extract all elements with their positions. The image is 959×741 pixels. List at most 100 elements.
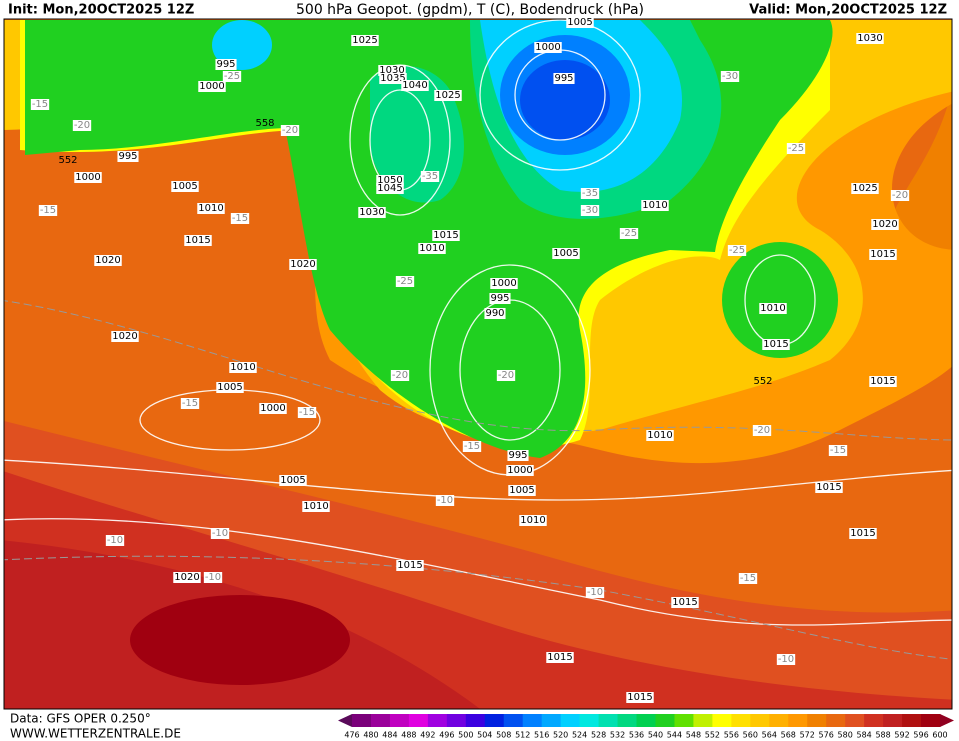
- colorbar-swatch: [712, 714, 732, 727]
- pressure-label-group: 995: [215, 59, 237, 70]
- pressure-label: 1025: [352, 35, 377, 46]
- pressure-label-group: 1025: [351, 35, 379, 46]
- temperature-label-group: -20: [390, 370, 410, 381]
- temperature-label: -20: [282, 125, 298, 136]
- pressure-label-group: 1015: [432, 230, 460, 241]
- pressure-label: 1025: [852, 183, 877, 194]
- temperature-label-box: [776, 654, 796, 665]
- temperature-label: -20: [754, 425, 770, 436]
- pressure-label-group: 1010: [519, 515, 547, 526]
- temperature-label: -20: [498, 370, 514, 381]
- pressure-label-group: 1010: [302, 501, 330, 512]
- temperature-label-box: [395, 276, 415, 287]
- map-title: 500 hPa Geopot. (gpdm), T (C), Bodendruc…: [296, 2, 644, 18]
- temperature-label-box: [585, 587, 605, 598]
- pressure-label-group: 1030: [358, 207, 386, 218]
- pressure-label-group: 1000: [506, 465, 534, 476]
- pressure-label-box: [279, 475, 307, 486]
- pressure-label: 1005: [509, 485, 534, 496]
- pressure-label-group: 1010: [646, 430, 674, 441]
- temperature-label-box: [828, 445, 848, 456]
- pressure-label: 1030: [359, 207, 384, 218]
- pressure-label: 1020: [95, 255, 120, 266]
- map-labels: 1025100510009959951000103010351040102510…: [30, 17, 910, 703]
- colorbar-swatch: [636, 714, 656, 727]
- temperature-label-box: [435, 495, 455, 506]
- pressure-label-group: 1015: [671, 597, 699, 608]
- pressure-label-box: [74, 172, 102, 183]
- pressure-label: 1010: [419, 243, 444, 254]
- pressure-label-box: [759, 303, 787, 314]
- pressure-label-group: 1015: [869, 249, 897, 260]
- temperature-label: -25: [397, 276, 413, 287]
- pressure-label-group: 1005: [216, 382, 244, 393]
- pressure-label-group: 1000: [490, 278, 518, 289]
- pressure-label-group: 1010: [418, 243, 446, 254]
- pressure-label-box: [641, 200, 669, 211]
- pressure-label-group: 1020: [289, 259, 317, 270]
- pressure-label: 1010: [303, 501, 328, 512]
- temperature-label: -10: [437, 495, 453, 506]
- colorbar-label: 492: [420, 731, 435, 740]
- pressure-label-box: [484, 308, 506, 319]
- temperature-label: -15: [464, 441, 480, 452]
- pressure-label-group: 990: [484, 308, 506, 319]
- pressure-label-box: [552, 248, 580, 259]
- pressure-label: 1015: [850, 528, 875, 539]
- pressure-label: 1010: [520, 515, 545, 526]
- pressure-label-group: 1015: [849, 528, 877, 539]
- pressure-label: 1030: [857, 33, 882, 44]
- pressure-label-box: [534, 42, 562, 53]
- temperature-label-group: -20: [890, 190, 910, 201]
- temperature-label-box: [752, 425, 772, 436]
- pressure-label-group: 1020: [111, 331, 139, 342]
- temperature-label: -10: [107, 535, 123, 546]
- temperature-label-group: -10: [105, 535, 125, 546]
- pressure-label-group: 1010: [229, 362, 257, 373]
- temperature-label-box: [720, 71, 740, 82]
- pressure-label: 1005: [217, 382, 242, 393]
- colorbar-label: 544: [667, 731, 682, 740]
- pressure-label: 1010: [230, 362, 255, 373]
- pressure-label: 995: [216, 59, 235, 70]
- pressure-label-box: [432, 230, 460, 241]
- pressure-label-box: [302, 501, 330, 512]
- temperature-label-box: [786, 143, 806, 154]
- temperature-label-group: -15: [738, 573, 758, 584]
- colorbar-label: 548: [686, 731, 701, 740]
- colorbar-arrow: [338, 714, 352, 727]
- pressure-label: 1020: [290, 259, 315, 270]
- site-name: WWW.WETTERZENTRALE.DE: [10, 727, 181, 741]
- temperature-label-group: -25: [619, 228, 639, 239]
- pressure-label-group: 1030: [378, 65, 406, 76]
- colorbar-swatch: [427, 714, 448, 727]
- pressure-label-box: [198, 81, 226, 92]
- pressure-label: 1015: [547, 652, 572, 663]
- colorbar-swatch: [826, 714, 846, 727]
- pressure-label-box: [259, 403, 287, 414]
- pressure-label-group: 1005: [566, 17, 594, 28]
- pressure-label: 1000: [507, 465, 532, 476]
- colorbar-label: 520: [553, 731, 568, 740]
- colorbar-swatch: [750, 714, 770, 727]
- pressure-label-box: [215, 59, 237, 70]
- temperature-label-group: -20: [72, 120, 92, 131]
- pressure-label: 1000: [199, 81, 224, 92]
- pressure-label: 1030: [379, 65, 404, 76]
- pressure-label: 1000: [75, 172, 100, 183]
- pressure-label-box: [111, 331, 139, 342]
- temperature-label: -10: [205, 572, 221, 583]
- pressure-label-group: 1000: [259, 403, 287, 414]
- pressure-label: 1015: [672, 597, 697, 608]
- temperature-label-box: [222, 71, 242, 82]
- colorbar-arrow: [940, 714, 954, 727]
- pressure-label: 990: [485, 308, 504, 319]
- pressure-label-box: [871, 219, 899, 230]
- temperature-label-group: -10: [585, 587, 605, 598]
- colorbar-label: 584: [856, 731, 871, 740]
- pressure-label: 995: [508, 450, 527, 461]
- pressure-label-box: [869, 376, 897, 387]
- pressure-label: 1035: [380, 73, 405, 84]
- pressure-label-box: [376, 183, 404, 194]
- colorbar-swatch: [541, 714, 562, 727]
